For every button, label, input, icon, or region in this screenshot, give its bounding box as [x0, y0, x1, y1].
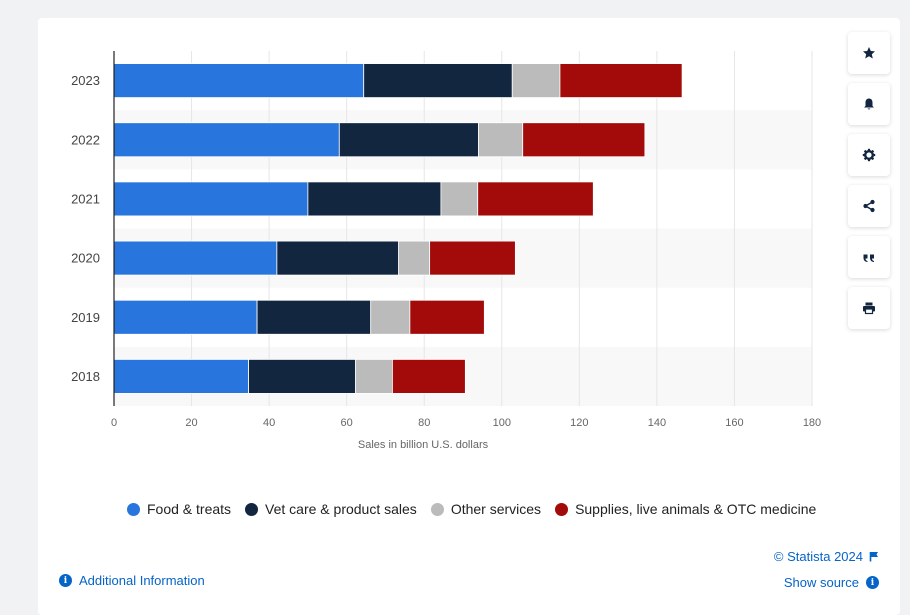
bar-segment — [113, 299, 258, 335]
legend-label-supplies: Supplies, live animals & OTC medicine — [575, 501, 817, 517]
legend-item-vet-care[interactable]: Vet care & product sales — [245, 501, 417, 517]
bar-segment — [370, 299, 411, 335]
bar-segment — [440, 181, 479, 217]
bar-segment — [113, 181, 309, 217]
bar-segment — [276, 240, 400, 276]
x-tick-label: 0 — [111, 417, 117, 429]
info-icon: i — [59, 574, 72, 587]
x-axis-label: Sales in billion U.S. dollars — [358, 439, 489, 451]
legend: Food & treats Vet care & product sales O… — [127, 500, 830, 518]
bar-segment — [307, 181, 442, 217]
bar-segment — [113, 122, 340, 158]
bell-icon — [864, 98, 874, 110]
legend-item-food[interactable]: Food & treats — [127, 501, 231, 517]
bar-segment — [363, 63, 513, 98]
legend-item-supplies[interactable]: Supplies, live animals & OTC medicine — [555, 501, 816, 517]
x-tick-label: 180 — [803, 417, 821, 429]
star-icon — [863, 47, 875, 59]
bar-segment — [559, 63, 683, 98]
bar-segment — [113, 63, 365, 98]
print-icon — [863, 302, 875, 315]
bar-segment — [477, 181, 594, 217]
bar-segment — [113, 359, 249, 394]
legend-dot-vet-care — [245, 502, 259, 516]
chart: 0 20 40 60 80 100 120 140 160 180 2023 2022 2021 2020… — [71, 51, 821, 451]
notification-button[interactable] — [848, 83, 890, 125]
y-tick-label: 2021 — [71, 191, 100, 206]
favorite-button[interactable] — [848, 32, 890, 74]
share-icon — [863, 199, 875, 213]
bar-segment — [398, 240, 431, 276]
gear-icon — [862, 148, 876, 162]
y-tick-label: 2018 — [71, 369, 100, 384]
additional-information-link[interactable]: i Additional Information — [59, 573, 205, 588]
x-tick-label: 80 — [418, 417, 430, 429]
x-tick-label: 140 — [648, 417, 666, 429]
y-tick-label: 2022 — [71, 132, 100, 147]
bar-segment — [478, 122, 524, 158]
x-tick-label: 60 — [341, 417, 353, 429]
bar-segment — [338, 122, 479, 158]
legend-label-vet-care: Vet care & product sales — [265, 501, 417, 517]
x-tick-label: 120 — [570, 417, 588, 429]
settings-button[interactable] — [848, 134, 890, 176]
show-source-link[interactable]: Show source i — [784, 575, 879, 590]
print-button[interactable] — [848, 287, 890, 329]
y-tick-label: 2019 — [71, 310, 100, 325]
x-tick-label: 100 — [493, 417, 511, 429]
copyright[interactable]: © Statista 2024 — [774, 549, 879, 564]
legend-item-other-services[interactable]: Other services — [430, 501, 542, 517]
bar-segment — [355, 359, 393, 394]
bar-segment — [392, 359, 466, 394]
y-tick-label: 2023 — [71, 73, 100, 88]
bar-segment — [522, 122, 646, 158]
source-info-icon: i — [866, 576, 879, 589]
x-tick-label: 40 — [263, 417, 275, 429]
x-tick-label: 160 — [725, 417, 743, 429]
legend-dot-food — [127, 502, 140, 516]
bar-segment — [113, 240, 278, 276]
flag-icon — [869, 552, 878, 562]
bar-segment — [511, 63, 561, 98]
legend-dot-other-services — [430, 502, 444, 516]
additional-information-label: Additional Information — [79, 573, 205, 588]
bar-segment — [429, 240, 516, 276]
side-toolbar — [848, 32, 890, 338]
legend-label-food: Food & treats — [147, 501, 232, 517]
bar-segment — [256, 299, 372, 335]
copyright-label: © Statista 2024 — [773, 549, 863, 564]
bar-segment — [409, 299, 485, 335]
legend-dot-supplies — [555, 502, 569, 516]
bar-segment — [248, 359, 356, 394]
y-tick-label: 2020 — [71, 251, 100, 266]
x-tick-label: 20 — [185, 417, 197, 429]
chart-card: 0 20 40 60 80 100 120 140 160 180 2023 2022 2021 2020… — [38, 18, 900, 615]
show-source-label: Show source — [783, 575, 859, 590]
cite-button[interactable] — [848, 236, 890, 278]
quote-icon — [863, 254, 874, 262]
share-button[interactable] — [848, 185, 890, 227]
legend-label-other-services: Other services — [450, 501, 542, 517]
